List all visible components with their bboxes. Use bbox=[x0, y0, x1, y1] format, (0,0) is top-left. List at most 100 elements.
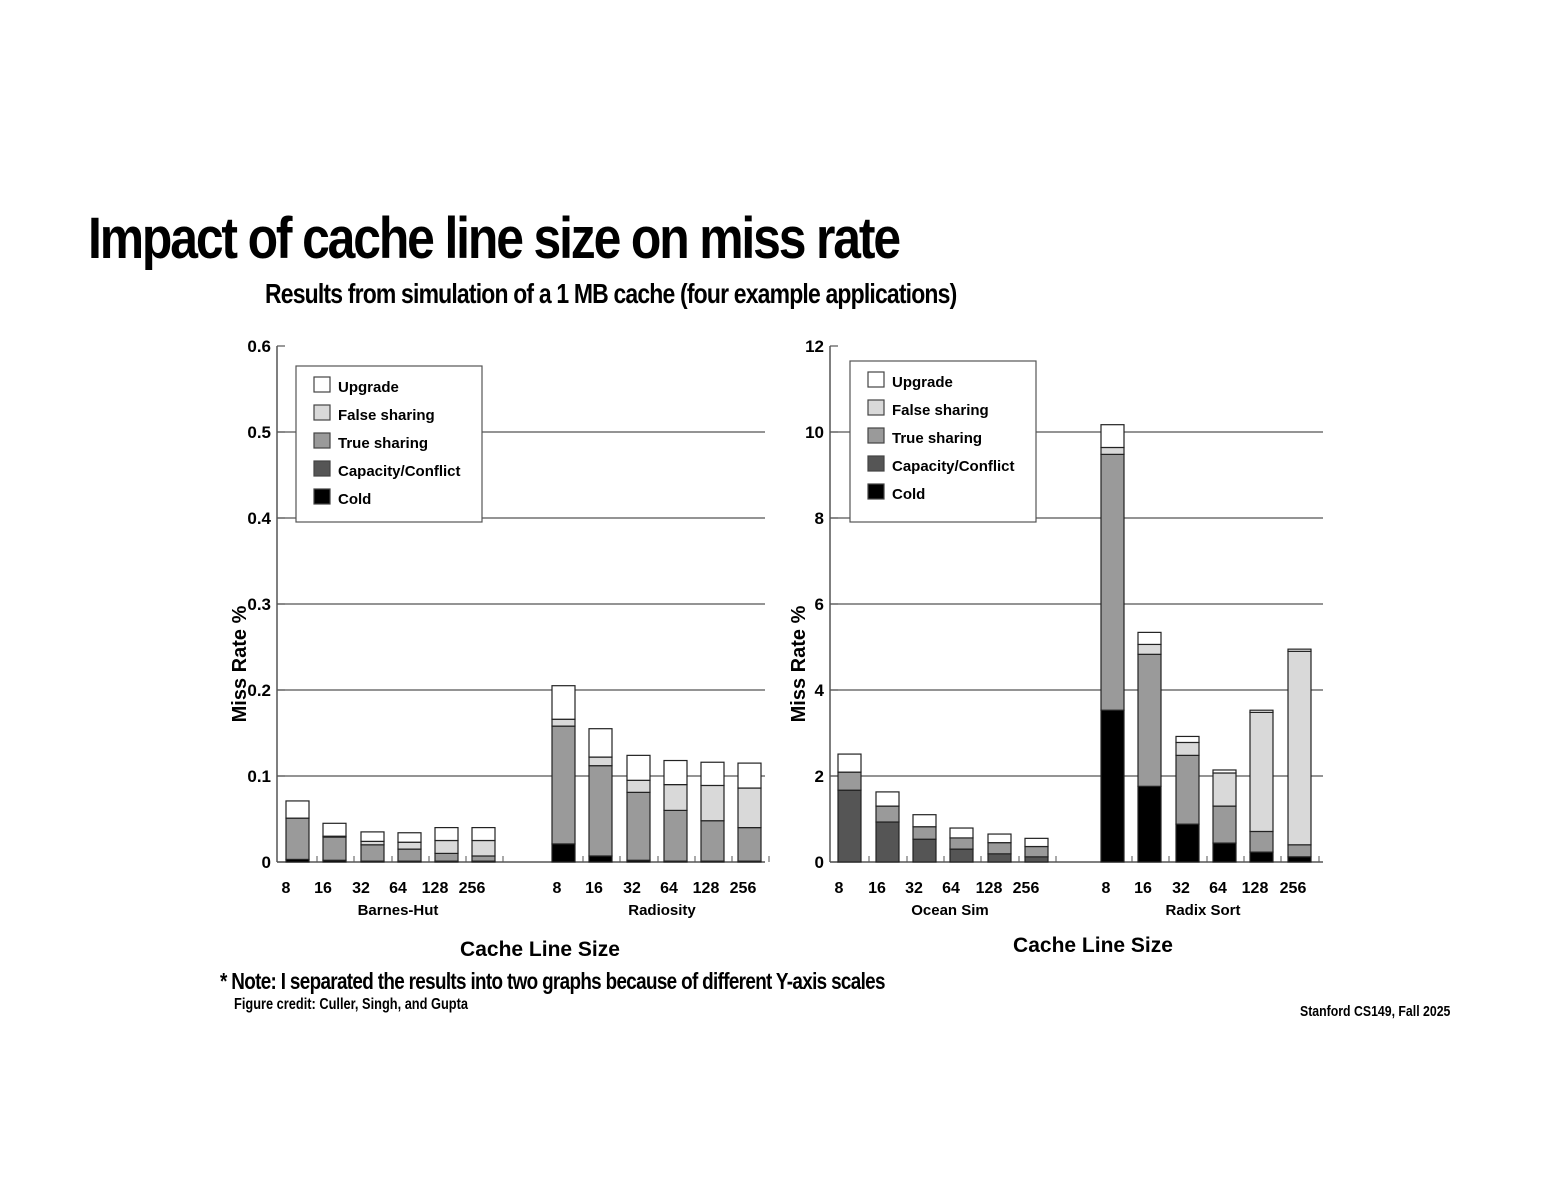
bar-segment bbox=[397, 848, 422, 862]
legend-label: False sharing bbox=[338, 407, 435, 424]
x-tick-label: 256 bbox=[1280, 880, 1307, 897]
legend-swatch bbox=[867, 399, 885, 416]
y-tick-label: 0 bbox=[262, 853, 271, 872]
bar-segment bbox=[551, 843, 576, 863]
x-tick-label: 16 bbox=[1134, 880, 1152, 897]
legend: Upgrade False sharing True sharing Capacity… bbox=[849, 360, 1037, 523]
bar-segment bbox=[875, 791, 900, 807]
x-tick-label: 8 bbox=[835, 880, 844, 897]
chart-1: 0 2 4 6 8 10 12 Miss Rate % 8 16 32 64 128 256 Ocean S… bbox=[788, 337, 1323, 957]
bar-segment bbox=[663, 809, 688, 862]
y-tick-label: 0.2 bbox=[247, 681, 271, 700]
bar-segment bbox=[837, 753, 862, 773]
bar-segment bbox=[949, 848, 974, 863]
chart-0: 0 0.1 0.2 0.3 0.4 0.5 0.6 Miss Rate % 8 16 32 64 128… bbox=[229, 337, 770, 961]
bar-segment bbox=[434, 839, 459, 854]
bar-segment bbox=[1175, 823, 1200, 863]
bar-segment bbox=[360, 844, 385, 862]
legend-label: Cold bbox=[892, 486, 925, 503]
bar-segment bbox=[1137, 631, 1162, 646]
bar-segment bbox=[1212, 769, 1237, 774]
bar-segment bbox=[471, 839, 496, 857]
bar-segment bbox=[1287, 856, 1312, 863]
legend-label: True sharing bbox=[338, 435, 428, 452]
x-tick-label: 16 bbox=[868, 880, 886, 897]
bar-segment bbox=[322, 836, 347, 861]
bar-segment bbox=[551, 725, 576, 845]
legend-swatch bbox=[313, 488, 331, 505]
bar-segment bbox=[434, 826, 459, 842]
y-tick-label: 2 bbox=[815, 767, 824, 786]
legend-label: False sharing bbox=[892, 402, 989, 419]
x-tick-label: 64 bbox=[942, 880, 960, 897]
bar-segment bbox=[626, 779, 651, 793]
bar-segment bbox=[588, 728, 613, 758]
group-label: Radix Sort bbox=[1165, 902, 1240, 919]
bar-segment bbox=[397, 832, 422, 843]
bar-segment bbox=[1249, 709, 1274, 713]
bar-segment bbox=[588, 756, 613, 767]
x-tick-label: 256 bbox=[1013, 880, 1040, 897]
bar-segment bbox=[551, 718, 576, 727]
bar-segment bbox=[949, 837, 974, 850]
bar-segment bbox=[1175, 741, 1200, 756]
bar-segment bbox=[434, 852, 459, 862]
y-axis-label: Miss Rate % bbox=[229, 605, 251, 722]
bar-segment bbox=[1024, 837, 1049, 848]
bar-segment bbox=[837, 771, 862, 791]
x-tick-label: 32 bbox=[623, 880, 641, 897]
bar-segment bbox=[471, 855, 496, 862]
bar-segment bbox=[1249, 711, 1274, 833]
y-axis-label: Miss Rate % bbox=[788, 605, 810, 722]
legend-swatch bbox=[313, 432, 331, 449]
legend-label: Capacity/Conflict bbox=[338, 463, 461, 480]
legend-label: Cold bbox=[338, 491, 371, 508]
bar-segment bbox=[663, 759, 688, 786]
bar-segment bbox=[1100, 446, 1125, 455]
bar-segment bbox=[875, 805, 900, 823]
bar-segment bbox=[987, 853, 1012, 863]
bar-segment bbox=[912, 826, 937, 840]
x-tick-label: 32 bbox=[352, 880, 370, 897]
group-label: Ocean Sim bbox=[911, 902, 989, 919]
legend-swatch bbox=[867, 371, 885, 388]
x-tick-label: 256 bbox=[730, 880, 757, 897]
bar-segment bbox=[737, 826, 762, 862]
group-label: Radiosity bbox=[628, 902, 696, 919]
bar-segment bbox=[588, 855, 613, 863]
bar-segment bbox=[1100, 709, 1125, 863]
y-tick-label: 12 bbox=[805, 337, 824, 356]
x-tick-label: 64 bbox=[389, 880, 407, 897]
x-tick-label: 8 bbox=[1102, 880, 1111, 897]
y-tick-label: 0.4 bbox=[247, 509, 271, 528]
x-tick-label: 64 bbox=[660, 880, 678, 897]
legend: Upgrade False sharing True sharing Capacity… bbox=[295, 365, 483, 523]
legend-swatch bbox=[313, 460, 331, 477]
legend-swatch bbox=[867, 455, 885, 472]
bar-segment bbox=[1175, 754, 1200, 825]
bar-segment bbox=[322, 822, 347, 837]
bar-segment bbox=[471, 826, 496, 842]
bar-segment bbox=[1100, 424, 1125, 449]
x-tick-label: 16 bbox=[585, 880, 603, 897]
x-tick-label: 32 bbox=[1172, 880, 1190, 897]
bar-segment bbox=[700, 761, 725, 787]
bar-segment bbox=[837, 789, 862, 863]
bar-segment bbox=[1175, 735, 1200, 744]
bar-segment bbox=[1287, 650, 1312, 846]
x-tick-label: 32 bbox=[905, 880, 923, 897]
bar-segment bbox=[912, 814, 937, 828]
x-tick-label: 128 bbox=[422, 880, 449, 897]
x-tick-label: 256 bbox=[459, 880, 486, 897]
bar-segment bbox=[987, 842, 1012, 855]
bar-segment bbox=[737, 762, 762, 789]
x-tick-label: 64 bbox=[1209, 880, 1227, 897]
slide-subtitle: Results from simulation of a 1 MB cache … bbox=[265, 278, 957, 309]
bar-segment bbox=[1249, 851, 1274, 863]
group-label: Barnes-Hut bbox=[358, 902, 439, 919]
x-tick-label: 128 bbox=[693, 880, 720, 897]
bar-segment bbox=[626, 791, 651, 861]
bar-segment bbox=[1287, 648, 1312, 652]
legend-swatch bbox=[867, 483, 885, 500]
x-tick-label: 16 bbox=[314, 880, 332, 897]
